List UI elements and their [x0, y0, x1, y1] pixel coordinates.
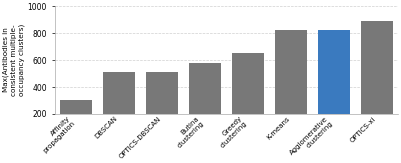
- Bar: [146, 72, 178, 141]
- Bar: [360, 21, 393, 141]
- Bar: [189, 63, 221, 141]
- Bar: [103, 72, 135, 141]
- Bar: [275, 30, 307, 141]
- Bar: [318, 30, 350, 141]
- Y-axis label: Max(Antibodies in
consistent multiple-
occupancy clusters): Max(Antibodies in consistent multiple- o…: [3, 24, 25, 96]
- Bar: [232, 53, 264, 141]
- Bar: [60, 100, 92, 141]
